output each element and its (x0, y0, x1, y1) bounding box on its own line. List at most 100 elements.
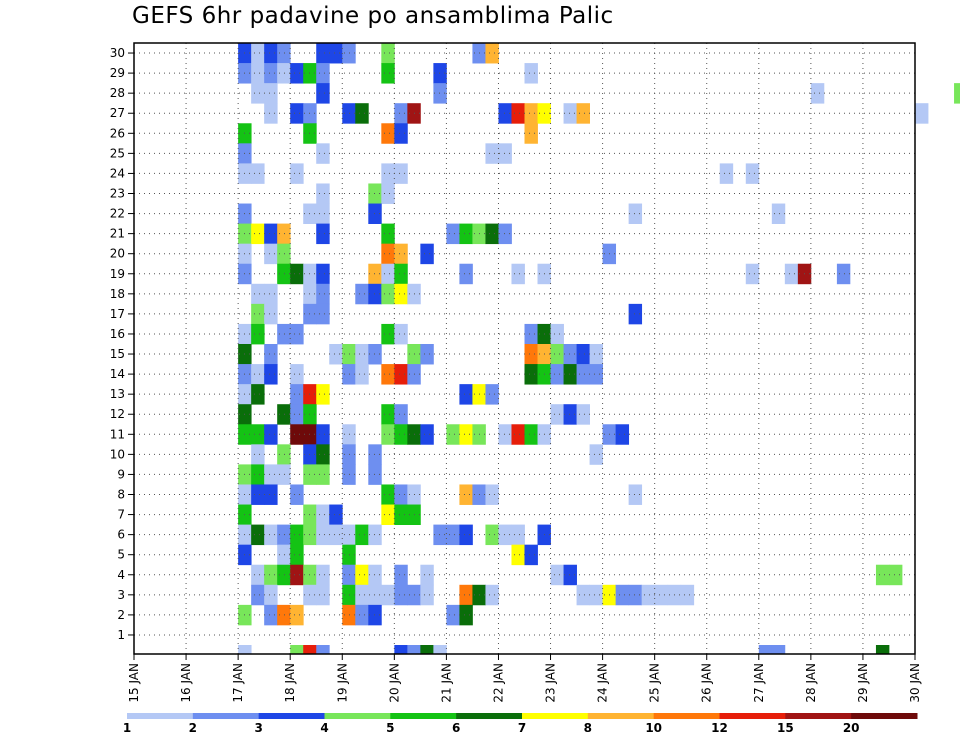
y-tick-label: 17 (110, 307, 125, 321)
legend-label: 10 (645, 721, 662, 735)
heatmap-cell (251, 283, 265, 305)
heatmap-cell (251, 323, 265, 345)
heatmap-cell (394, 364, 408, 385)
heatmap-cell (277, 43, 291, 64)
y-tick-label: 23 (110, 187, 125, 201)
legend-label: 5 (386, 721, 394, 735)
heatmap-cell (355, 604, 369, 626)
heatmap-cell (420, 564, 434, 586)
heatmap-cell (368, 283, 382, 305)
heatmap-cell (342, 524, 356, 546)
heatmap-cell (915, 103, 929, 124)
heatmap-cell (355, 524, 369, 546)
heatmap-cell (290, 63, 304, 84)
y-tick-label: 7 (117, 508, 125, 522)
heatmap-cell (563, 103, 577, 124)
x-tick-label: 19 JAN (335, 663, 349, 703)
heatmap-cell (485, 584, 499, 606)
heatmap-cell (381, 63, 395, 84)
heatmap-cell (316, 645, 330, 654)
y-tick-label: 4 (117, 568, 125, 582)
heatmap-cell (394, 424, 408, 445)
x-tick-label: 15 JAN (127, 663, 141, 703)
legend-swatch (851, 713, 918, 719)
y-tick-label: 10 (110, 447, 125, 461)
heatmap-cell (485, 384, 499, 405)
heatmap-cell (277, 444, 291, 465)
heatmap-cell (394, 163, 408, 184)
legend-label: 2 (189, 721, 197, 735)
heatmap-cell (368, 203, 382, 224)
legend-swatch (324, 713, 391, 719)
heatmap-cell (277, 564, 291, 586)
heatmap-cell (498, 524, 512, 546)
heatmap-cell (342, 424, 356, 445)
y-tick-label: 20 (110, 247, 125, 261)
heatmap-cell (381, 283, 395, 305)
heatmap-cell (394, 323, 408, 345)
heatmap-cell (459, 384, 473, 405)
heatmap-cell (875, 564, 890, 586)
y-tick-label: 9 (117, 467, 125, 481)
heatmap-cell (524, 63, 538, 84)
heatmap-cell (589, 444, 603, 465)
heatmap-cell (954, 83, 960, 104)
heatmap-cell (251, 83, 265, 104)
y-tick-label: 16 (110, 327, 125, 341)
y-tick-label: 24 (110, 166, 125, 180)
heatmap-cell (355, 564, 369, 586)
legend-swatch (522, 713, 589, 719)
heatmap-cell (316, 83, 330, 104)
heatmap-cell (459, 484, 473, 505)
heatmap-cell (381, 323, 395, 345)
heatmap-cell (485, 43, 499, 64)
heatmap-cell (316, 564, 330, 586)
heatmap-cell (316, 424, 330, 445)
heatmap-cell (329, 344, 343, 365)
heatmap-cell (264, 364, 278, 385)
heatmap-cell (277, 263, 291, 285)
heatmap-cell (264, 43, 278, 64)
heatmap-cell (342, 464, 356, 485)
heatmap-cell (381, 183, 395, 204)
y-tick-label: 22 (110, 207, 125, 221)
heatmap-cell (290, 484, 304, 505)
heatmap-cell (394, 645, 408, 654)
heatmap-cell (316, 464, 330, 485)
heatmap-cell (381, 424, 395, 445)
heatmap-cell (290, 524, 304, 546)
heatmap-cell (290, 103, 304, 124)
x-axis: 15 JAN 16 JAN 17 JAN 18 JAN 19 JAN 20 JAN 21 J… (127, 654, 922, 703)
heatmap-cell (316, 504, 330, 525)
heatmap-cell (888, 564, 903, 586)
heatmap-cell (550, 344, 564, 365)
heatmap-cell (394, 484, 408, 505)
heatmap-cell (342, 544, 356, 566)
legend-label: 6 (452, 721, 460, 735)
heatmap-cell (264, 604, 278, 626)
heatmap-cell (394, 504, 408, 525)
y-tick-label: 12 (110, 407, 125, 421)
legend-swatch (785, 713, 852, 719)
heatmap-cell (368, 604, 382, 626)
heatmap-cell (342, 444, 356, 465)
heatmap-cell (277, 544, 291, 566)
heatmap-cell (810, 83, 825, 104)
heatmap-cell (342, 103, 356, 124)
y-tick-label: 29 (110, 66, 125, 80)
heatmap-cell (368, 444, 382, 465)
heatmap-cell (264, 83, 278, 104)
legend-label: 7 (518, 721, 526, 735)
heatmap-cell (368, 344, 382, 365)
heatmap-cell (277, 63, 291, 84)
x-tick-label: 30 JAN (908, 663, 922, 703)
heatmap-cell (394, 263, 408, 285)
heatmap-cell (381, 404, 395, 425)
heatmap-cell (381, 243, 395, 265)
heatmap-cell (303, 645, 317, 654)
heatmap-cell (342, 564, 356, 586)
y-tick-label: 13 (110, 387, 125, 401)
y-tick-label: 15 (110, 347, 125, 361)
heatmap-cell (394, 564, 408, 586)
